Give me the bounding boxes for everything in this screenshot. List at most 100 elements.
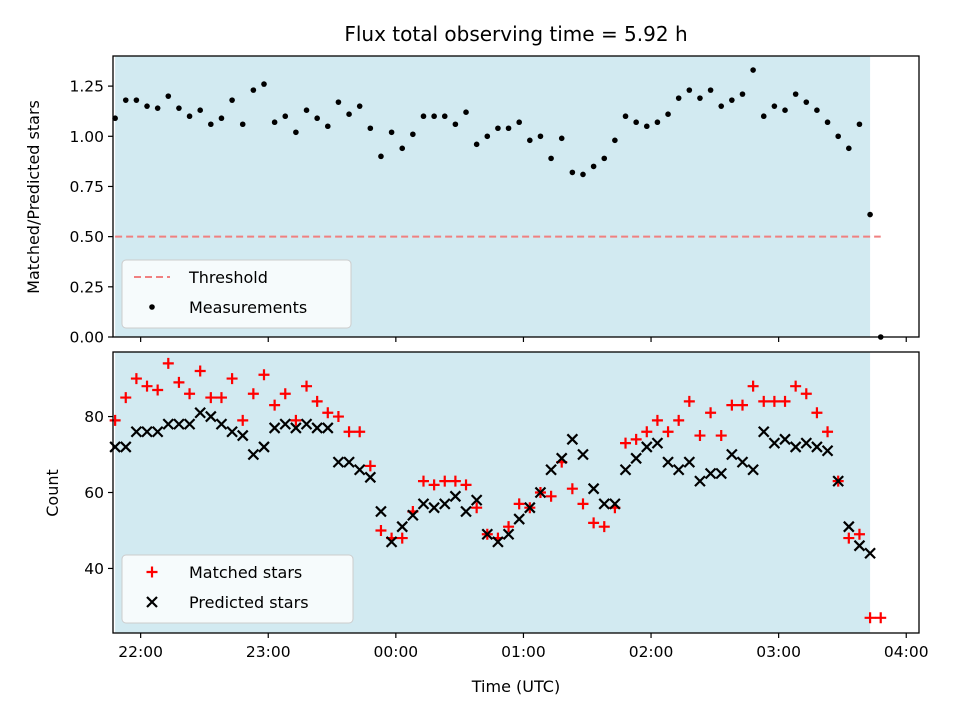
predicted-star-point <box>492 536 504 548</box>
measurement-point <box>601 155 608 162</box>
predicted-star-point <box>205 410 217 423</box>
matched-star-point <box>375 524 387 536</box>
predicted-star-point <box>460 505 472 518</box>
measurement-point <box>122 97 129 103</box>
legend-predicted-swatch <box>146 596 158 608</box>
predicted-star-point <box>641 441 653 453</box>
measurement-point <box>718 103 725 109</box>
predicted-star-point <box>258 441 270 453</box>
matched-star-point <box>439 475 451 487</box>
measurement-point <box>527 137 533 144</box>
predicted-star-point <box>502 528 515 541</box>
measurement-point <box>814 107 820 113</box>
matched-star-point <box>715 430 727 442</box>
measurement-point <box>792 91 799 97</box>
measurement-point <box>473 141 480 148</box>
legend-label: Threshold <box>188 268 268 287</box>
predicted-star-point <box>853 539 866 552</box>
predicted-star-point <box>672 463 685 476</box>
predicted-star-point <box>290 422 302 434</box>
predicted-star-point <box>194 406 206 419</box>
predicted-star-point <box>226 425 238 438</box>
measurement-point <box>356 103 363 109</box>
measurement-point <box>367 125 374 132</box>
predicted-star-point <box>215 418 228 430</box>
top-y-axis-label: Matched/Predicted stars <box>24 100 43 294</box>
predicted-star-point <box>524 501 536 514</box>
matched-star-point <box>513 498 525 510</box>
matched-star-point <box>226 373 238 385</box>
predicted-star-point <box>715 467 727 480</box>
predicted-star-point <box>119 441 132 453</box>
predicted-star-point <box>438 498 451 510</box>
measurement-point <box>548 155 554 162</box>
predicted-star-point <box>236 429 249 442</box>
measurement-point <box>622 113 629 120</box>
matched-star-point <box>322 407 334 419</box>
measurement-point <box>760 113 767 120</box>
predicted-star-point <box>651 437 664 449</box>
top-y-tick-label: 0.00 <box>69 329 104 347</box>
matched-star-point <box>109 414 121 426</box>
matched-star-point <box>120 392 132 404</box>
measurement-point <box>346 111 352 118</box>
measurement-point <box>378 153 384 160</box>
matched-star-point <box>173 376 185 388</box>
predicted-star-point <box>811 441 823 453</box>
measurement-point <box>229 97 235 103</box>
matched-star-point <box>566 483 578 495</box>
measurement-point <box>208 121 214 128</box>
predicted-star-point <box>768 437 781 449</box>
predicted-star-point <box>619 463 632 476</box>
matched-star-point <box>779 395 791 407</box>
x-tick-label: 23:00 <box>246 643 291 661</box>
matched-star-point <box>311 395 323 407</box>
matched-star-point <box>503 521 515 533</box>
predicted-star-point <box>396 520 409 533</box>
matched-star-point <box>290 414 302 426</box>
measurement-point <box>590 163 597 170</box>
measurement-point <box>750 67 756 73</box>
predicted-star-point <box>704 467 717 480</box>
measurement-point <box>144 103 150 109</box>
matched-star-point <box>843 532 855 544</box>
measurement-point <box>846 145 852 152</box>
top-y-tick-label: 0.50 <box>69 228 104 246</box>
x-tick-label: 01:00 <box>501 643 546 661</box>
measurement-point <box>675 95 682 101</box>
measurement-point <box>643 123 650 130</box>
predicted-star-point <box>151 425 164 438</box>
measurement-point <box>431 113 437 120</box>
predicted-star-point <box>779 433 791 446</box>
predicted-star-point <box>821 444 834 457</box>
matched-star-point <box>269 399 281 411</box>
measurement-point <box>665 111 671 118</box>
predicted-star-point <box>587 482 600 495</box>
bottom-y-tick-label: 60 <box>84 484 104 502</box>
measurement-point <box>782 107 788 113</box>
measurement-point <box>686 87 693 93</box>
matched-star-point <box>279 388 291 400</box>
predicted-star-point <box>864 547 876 560</box>
matched-star-point <box>588 517 600 529</box>
bottom-y-tick-label: 40 <box>84 560 104 578</box>
predicted-star-point <box>534 486 547 499</box>
matched-star-point <box>332 411 344 423</box>
measurement-point <box>186 113 193 120</box>
matched-star-point <box>705 407 717 419</box>
measurement-point <box>729 97 735 103</box>
predicted-star-point <box>109 441 121 453</box>
predicted-star-point <box>173 418 185 430</box>
measurement-point <box>824 119 831 126</box>
measurement-point <box>633 119 639 126</box>
measurement-point <box>324 123 331 130</box>
matched-star-point <box>141 380 153 392</box>
matched-star-point <box>301 380 313 392</box>
measurement-point <box>293 129 299 136</box>
matched-star-point <box>641 426 653 438</box>
predicted-star-point <box>428 501 440 514</box>
matched-star-point <box>853 528 865 540</box>
measurement-point <box>516 119 522 126</box>
matched-star-point <box>364 460 376 472</box>
matched-star-point <box>184 388 196 400</box>
